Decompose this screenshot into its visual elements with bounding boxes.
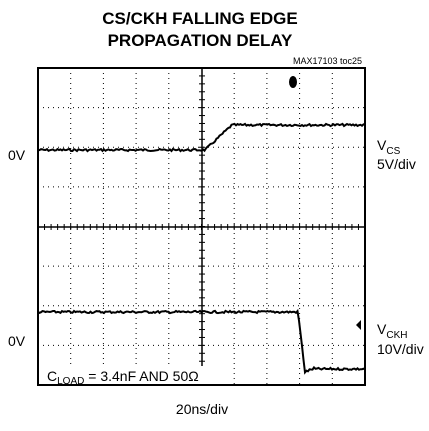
- trace: [37, 308, 366, 375]
- title-line: PROPAGATION DELAY: [108, 31, 293, 50]
- channel-name: VCS: [377, 137, 401, 157]
- level-marker: [356, 320, 361, 330]
- annotation-bg: [44, 366, 210, 384]
- time-scale: 20ns/div: [176, 401, 228, 417]
- annotation-pre: C: [47, 368, 57, 384]
- traces: [37, 122, 366, 375]
- channel-main: V: [377, 137, 387, 153]
- title-line: CS/CKH FALLING EDGE: [102, 9, 298, 28]
- channel-scale: 5V/div: [377, 156, 416, 172]
- trace: [37, 122, 366, 153]
- zero-label: 0V: [8, 147, 26, 163]
- channel-scale: 10V/div: [377, 341, 424, 357]
- figure-id: MAX17103 toc25: [293, 56, 362, 66]
- channel-sub: CS: [386, 146, 400, 157]
- zero-label: 0V: [8, 333, 26, 349]
- channel-name: VCKH: [377, 321, 407, 341]
- channel-sub: CKH: [386, 330, 407, 341]
- annotation: CLOAD = 3.4nF AND 50Ω: [47, 368, 199, 387]
- channel-main: V: [377, 321, 387, 337]
- annotation-post: = 3.4nF AND 50Ω: [84, 368, 198, 384]
- trigger-marker: [289, 76, 297, 88]
- annotation-sub: LOAD: [57, 376, 84, 387]
